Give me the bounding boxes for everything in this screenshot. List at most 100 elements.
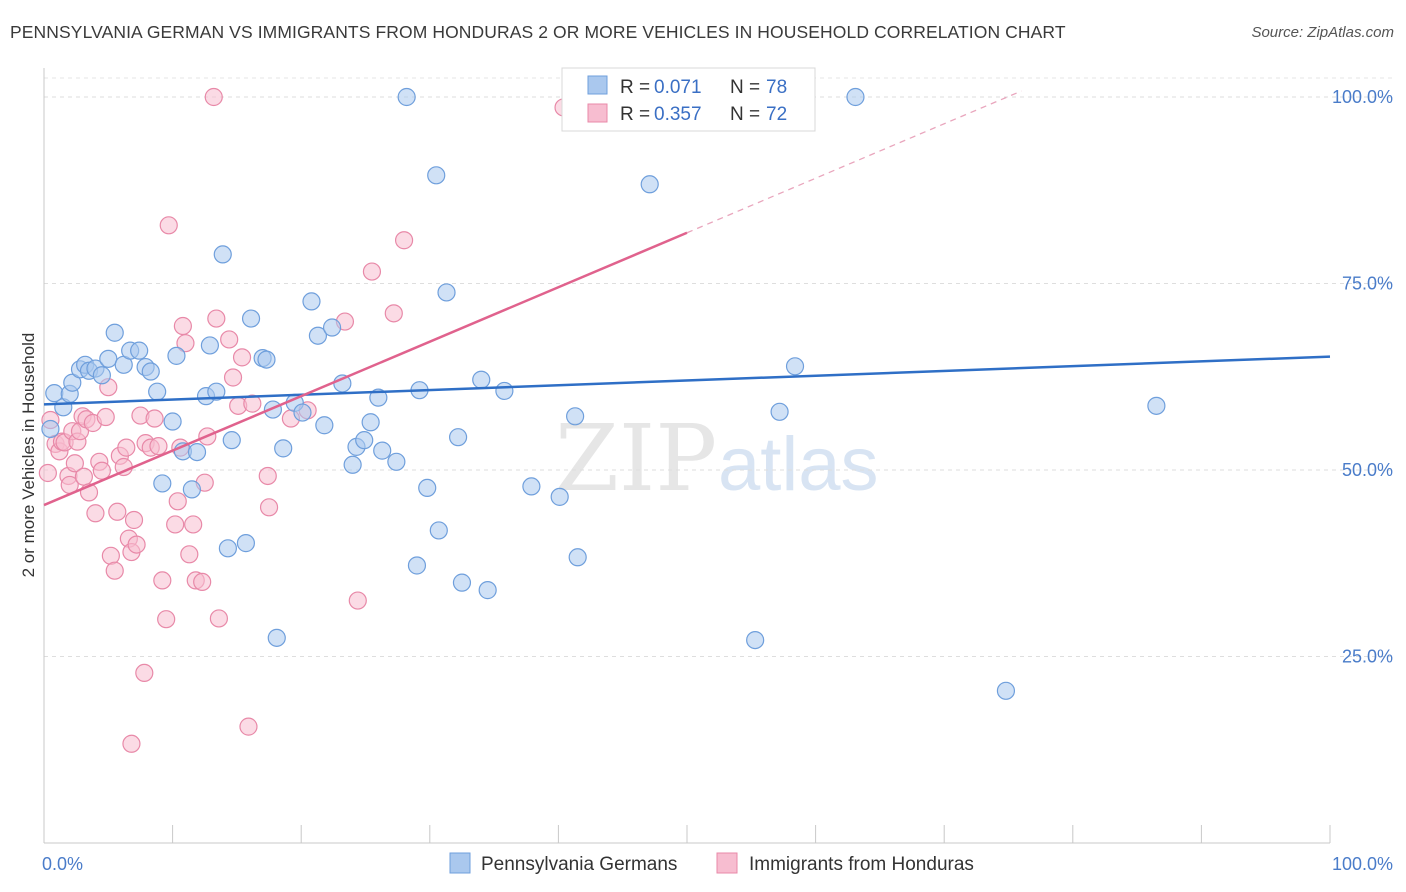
honduras-point-47 bbox=[184, 515, 203, 534]
y-axis-label: 2 or more Vehicles in Household bbox=[19, 333, 38, 578]
pennsylvania-german-point-51 bbox=[397, 87, 416, 107]
honduras-point-40 bbox=[159, 216, 178, 235]
honduras-point-30 bbox=[124, 510, 144, 530]
honduras-point-36 bbox=[145, 409, 164, 428]
pennsylvania-german-point-52 bbox=[407, 556, 427, 575]
pennsylvania-german-point-29 bbox=[222, 431, 241, 450]
honduras-point-65 bbox=[362, 262, 382, 281]
honduras-point-69 bbox=[122, 734, 141, 753]
honduras-point-20 bbox=[96, 407, 115, 427]
pennsylvania-german-point-72 bbox=[785, 357, 805, 376]
pennsylvania-german-point-0 bbox=[41, 419, 60, 439]
pennsylvania-german-point-11 bbox=[105, 323, 124, 342]
honduras-point-59 bbox=[239, 717, 258, 736]
honduras-point-55 bbox=[220, 330, 239, 349]
pennsylvania-german-point-61 bbox=[478, 581, 497, 600]
pennsylvania-german-point-55 bbox=[427, 166, 446, 185]
honduras-point-52 bbox=[204, 87, 223, 107]
series-legend-label-pink: Immigrants from Honduras bbox=[749, 854, 974, 875]
honduras-point-53 bbox=[207, 309, 226, 328]
honduras-point-31 bbox=[127, 535, 146, 554]
pennsylvania-german-point-39 bbox=[302, 292, 321, 311]
pennsylvania-german-point-40 bbox=[308, 326, 328, 345]
honduras-point-38 bbox=[153, 571, 172, 590]
pennsylvania-german-point-49 bbox=[373, 441, 392, 460]
y-tick-label-2: 75.0% bbox=[1342, 274, 1393, 294]
pennsylvania-german-point-4 bbox=[63, 373, 82, 392]
watermark: ZIP atlas bbox=[555, 405, 879, 512]
honduras-point-39 bbox=[157, 610, 176, 629]
pennsylvania-german-point-59 bbox=[452, 573, 472, 592]
pennsylvania-german-point-19 bbox=[163, 412, 182, 431]
pennsylvania-german-point-33 bbox=[257, 350, 276, 369]
pennsylvania-german-point-74 bbox=[996, 681, 1016, 700]
pennsylvania-german-point-67 bbox=[640, 175, 659, 194]
grid-lines bbox=[44, 77, 1392, 657]
honduras-point-71 bbox=[243, 394, 262, 413]
pennsylvania-german-point-27 bbox=[213, 245, 232, 264]
pennsylvania-german-point-57 bbox=[437, 283, 456, 302]
pennsylvania-german-point-73 bbox=[846, 87, 865, 107]
honduras-point-66 bbox=[384, 304, 403, 323]
pennsylvania-german-point-14 bbox=[130, 341, 149, 360]
legend-r-value-pink: 0.357 bbox=[654, 104, 702, 125]
pennsylvania-german-point-44 bbox=[343, 455, 362, 474]
pennsylvania-german-point-47 bbox=[361, 413, 380, 432]
legend-n-value-pink: 72 bbox=[766, 104, 787, 125]
honduras-point-61 bbox=[259, 498, 279, 517]
legend-r-label-pink: R = bbox=[620, 104, 650, 125]
honduras-point-67 bbox=[394, 231, 414, 250]
y-tick-label-1: 50.0% bbox=[1342, 460, 1393, 480]
pennsylvania-german-point-36 bbox=[274, 439, 293, 458]
honduras-point-13 bbox=[74, 467, 93, 486]
y-tick-label-0: 25.0% bbox=[1342, 647, 1393, 667]
watermark-zip: ZIP bbox=[555, 405, 717, 512]
pennsylvania-german-point-70 bbox=[746, 630, 765, 650]
honduras-points bbox=[38, 87, 573, 753]
pennsylvania-german-point-50 bbox=[387, 452, 406, 471]
legend-swatch-pink bbox=[587, 103, 608, 123]
honduras-point-49 bbox=[193, 572, 212, 592]
pennsylvania-german-point-71 bbox=[770, 402, 789, 421]
honduras-point-37 bbox=[149, 437, 168, 456]
pennsylvania-german-point-65 bbox=[566, 407, 585, 426]
honduras-point-58 bbox=[232, 348, 252, 367]
tick-labels: 25.0% 50.0% 75.0% 100.0% 0.0% 100.0% bbox=[42, 87, 1393, 874]
honduras-point-54 bbox=[209, 609, 228, 628]
pennsylvania-german-point-10 bbox=[99, 349, 118, 368]
pennsylvania-german-point-42 bbox=[322, 318, 342, 337]
pennsylvania-german-point-38 bbox=[293, 403, 312, 422]
pennsylvania-german-point-60 bbox=[472, 370, 491, 389]
chart-title: PENNSYLVANIA GERMAN VS IMMIGRANTS FROM H… bbox=[10, 22, 1066, 42]
x-tick-label-0: 0.0% bbox=[42, 854, 83, 874]
honduras-point-41 bbox=[166, 515, 185, 534]
legend-n-label-pink: N = bbox=[730, 104, 760, 125]
pennsylvania-german-point-23 bbox=[187, 442, 207, 462]
trend-line-pennsylvania-german bbox=[43, 355, 1331, 406]
honduras-point-60 bbox=[258, 466, 277, 486]
honduras-point-56 bbox=[223, 368, 243, 387]
pennsylvania-german-point-22 bbox=[182, 480, 201, 499]
trend-line-honduras-extension bbox=[686, 90, 1022, 234]
pennsylvania-german-point-26 bbox=[207, 382, 226, 401]
pennsylvania-german-point-31 bbox=[241, 309, 261, 328]
x-tick-label-1: 100.0% bbox=[1332, 854, 1393, 874]
honduras-point-24 bbox=[108, 502, 127, 521]
legend-n-label-blue: N = bbox=[730, 77, 760, 98]
pennsylvania-german-point-58 bbox=[448, 428, 468, 447]
series-legend: Pennsylvania Germans Immigrants from Hon… bbox=[449, 852, 974, 875]
honduras-point-0 bbox=[38, 463, 57, 483]
legend-n-value-blue: 78 bbox=[766, 77, 787, 98]
legend-swatch-blue bbox=[587, 75, 608, 95]
legend-r-label-blue: R = bbox=[620, 77, 650, 98]
pennsylvania-german-point-30 bbox=[236, 534, 256, 553]
honduras-point-33 bbox=[135, 663, 154, 683]
honduras-point-64 bbox=[348, 591, 367, 610]
honduras-point-22 bbox=[101, 546, 120, 565]
pennsylvania-german-point-16 bbox=[141, 362, 160, 381]
pennsylvania-german-point-63 bbox=[522, 477, 541, 496]
legend-r-value-blue: 0.071 bbox=[654, 77, 702, 98]
series-legend-label-blue: Pennsylvania Germans bbox=[481, 854, 677, 875]
pennsylvania-german-point-25 bbox=[200, 336, 219, 355]
